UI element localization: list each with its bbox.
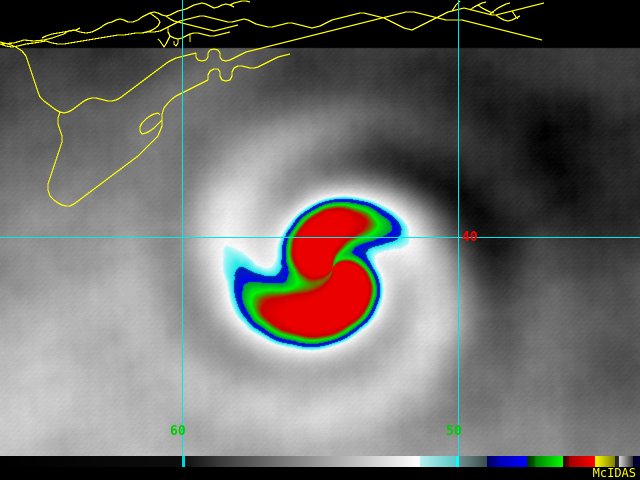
coastline-vectors [0, 0, 545, 207]
colorbar-segment-dark-gray-ramp [185, 456, 220, 467]
grid-label-longitude-50: 50 [446, 424, 462, 439]
enhancement-colorbar[interactable] [0, 456, 640, 467]
lat-lon-gridlines [0, 0, 640, 456]
status-bar: 10001 GOES-16 13 1 SEP 23244 143020 0854… [0, 467, 640, 480]
colorbar-segment-red-ramp [569, 456, 595, 467]
colorbar-segment-dark-gap [615, 456, 619, 467]
colorbar-segment-blue-ramp [497, 456, 527, 467]
colorbar-segment-dark-green-start [527, 456, 535, 467]
colorbar-segment-cyan-enhancement [420, 456, 456, 467]
colorbar-segment-navy-start [487, 456, 497, 467]
grid-label-longitude-60: 60 [170, 424, 186, 439]
colorbar-segment-teal-gray-ramp [459, 456, 487, 467]
colorbar-segment-black-ramp [0, 456, 182, 467]
colorbar-segment-cyan-tick [182, 456, 185, 467]
colorbar-segment-navy-end [633, 456, 640, 467]
vector-overlay: 40 60 50 [0, 0, 640, 456]
satellite-image-area[interactable]: 40 60 50 [0, 0, 640, 456]
colorbar-segment-dark-red-start [563, 456, 569, 467]
colorbar-segment-gray-to-white-ramp [220, 456, 420, 467]
colorbar-segment-cyan-tick-2 [456, 456, 459, 467]
colorbar-segment-white-to-gray-ramp [619, 456, 633, 467]
mcidas-branding-label: McIDAS [592, 466, 636, 480]
colorbar-segment-yellow-ramp [595, 456, 615, 467]
colorbar-segment-green-ramp [535, 456, 563, 467]
satellite-infrared-image[interactable] [0, 0, 640, 456]
grid-label-latitude-40: 40 [462, 230, 478, 245]
